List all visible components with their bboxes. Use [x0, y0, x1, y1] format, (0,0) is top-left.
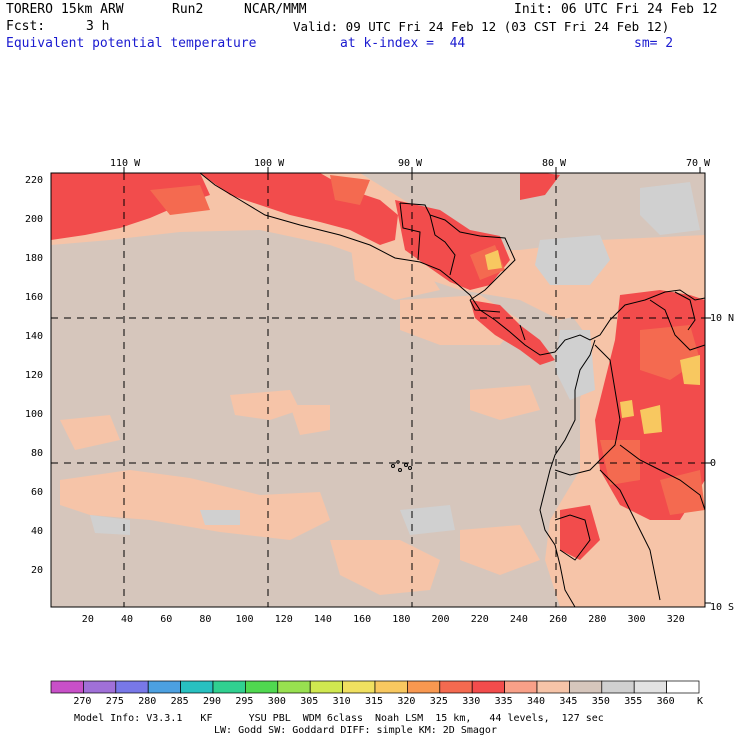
- x-tick-label: 240: [509, 614, 528, 625]
- y-tick-label: 200: [25, 214, 44, 225]
- x-tick-label: 100: [235, 614, 254, 625]
- colorbar-swatch: [212, 680, 246, 694]
- x-tick-label: 280: [588, 614, 607, 625]
- colorbar-swatch: [601, 680, 635, 694]
- colorbar-tick-label: 330: [462, 696, 481, 707]
- x-tick-label: 140: [313, 614, 332, 625]
- x-tick-label: 120: [274, 614, 293, 625]
- model-resolution: 15km ARW: [61, 2, 124, 17]
- y-tick-label: 140: [25, 331, 44, 342]
- colorbar-tick-label: 275: [105, 696, 124, 707]
- x-tick-label: 200: [431, 614, 450, 625]
- x-tick-label: 180: [392, 614, 411, 625]
- colorbar-tick-label: 285: [170, 696, 189, 707]
- colorbar-swatch: [407, 680, 441, 694]
- colorbar-tick-label: 270: [73, 696, 92, 707]
- lon-label: 90 W: [398, 158, 423, 169]
- colorbar-swatch: [115, 680, 149, 694]
- colorbar-swatch: [50, 680, 84, 694]
- y-tick-label: 20: [31, 565, 44, 576]
- colorbar-tick-label: 310: [332, 696, 351, 707]
- colorbar-tick-label: 280: [138, 696, 157, 707]
- y-tick-label: 40: [31, 526, 44, 537]
- colorbar-swatch: [147, 680, 181, 694]
- colorbar-tick-label: 360: [656, 696, 675, 707]
- colorbar-swatch: [504, 680, 538, 694]
- colorbar-tick-label: 305: [300, 696, 319, 707]
- physics-info: LW: Godd SW: Goddard DIFF: simple KM: 2D…: [214, 725, 497, 736]
- x-tick-label: 40: [121, 614, 134, 625]
- model-name: TORERO: [6, 2, 53, 17]
- field-name: Equivalent potential temperature: [6, 36, 257, 51]
- coastlines: [199, 172, 706, 608]
- x-tick-label: 160: [353, 614, 372, 625]
- colorbar-tick-label: 325: [429, 696, 448, 707]
- colorbar-swatch: [569, 680, 603, 694]
- lat-label: 10 N: [710, 313, 735, 324]
- y-tick-label: 60: [31, 487, 44, 498]
- y-tick-label: 160: [25, 292, 44, 303]
- colorbar-swatch: [536, 680, 570, 694]
- lon-label: 80 W: [542, 158, 567, 169]
- colorbar-swatch: [439, 680, 473, 694]
- x-tick-label: 300: [627, 614, 646, 625]
- colorbar-swatch: [666, 680, 700, 694]
- organization: NCAR/MMM: [244, 2, 307, 17]
- x-tick-label: 320: [666, 614, 685, 625]
- colorbar-swatch: [245, 680, 279, 694]
- fcst-label: Fcst:: [6, 19, 46, 34]
- map-frame: [50, 172, 706, 608]
- colorbar-tick-label: 340: [527, 696, 546, 707]
- model-info: Model Info: V3.3.1 KF YSU PBL WDM 6class…: [74, 713, 604, 724]
- y-tick-label: 120: [25, 370, 44, 381]
- lon-label: 100 W: [254, 158, 285, 169]
- colorbar-tick-label: 300: [267, 696, 286, 707]
- colorbar-swatch: [471, 680, 505, 694]
- x-tick-label: 260: [549, 614, 568, 625]
- colorbar-swatch: [374, 680, 408, 694]
- y-tick-label: 220: [25, 175, 44, 186]
- colorbar-swatch: [309, 680, 343, 694]
- init-time: Init: 06 UTC Fri 24 Feb 12: [514, 2, 718, 17]
- x-tick-label: 80: [199, 614, 212, 625]
- colorbar-swatch: [342, 680, 376, 694]
- x-tick-label: 220: [470, 614, 489, 625]
- colorbar-tick-label: 350: [591, 696, 610, 707]
- colorbar-tick-label: 295: [235, 696, 254, 707]
- colorbar: [50, 680, 700, 694]
- colorbar-tick-label: 335: [494, 696, 513, 707]
- y-tick-label: 180: [25, 253, 44, 264]
- theta-e-field: [51, 173, 705, 607]
- y-tick-label: 80: [31, 448, 44, 459]
- colorbar-swatch: [180, 680, 214, 694]
- lat-lon-grid: [51, 173, 705, 607]
- smoothing-info: sm= 2: [634, 36, 674, 51]
- run-label: Run2: [172, 2, 204, 17]
- colorbar-swatch: [633, 680, 667, 694]
- lon-label: 110 W: [110, 158, 141, 169]
- lon-label: 70 W: [686, 158, 711, 169]
- x-tick-label: 20: [81, 614, 94, 625]
- valid-time: Valid: 09 UTC Fri 24 Feb 12 (03 CST Fri …: [293, 19, 670, 34]
- colorbar-swatch: [83, 680, 117, 694]
- y-tick-label: 100: [25, 409, 44, 420]
- colorbar-tick-label: 320: [397, 696, 416, 707]
- colorbar-tick-label: 355: [624, 696, 643, 707]
- x-tick-label: 60: [160, 614, 173, 625]
- colorbar-swatch: [277, 680, 311, 694]
- colorbar-tick-label: 290: [203, 696, 222, 707]
- colorbar-tick-label: 345: [559, 696, 578, 707]
- lat-label: 10 S: [710, 602, 735, 613]
- level-info: at k-index = 44: [340, 36, 466, 51]
- colorbar-tick-label: 315: [365, 696, 384, 707]
- colorbar-unit: K: [697, 696, 704, 707]
- fcst-value: 3 h: [86, 19, 110, 34]
- lat-label: 0: [710, 458, 717, 469]
